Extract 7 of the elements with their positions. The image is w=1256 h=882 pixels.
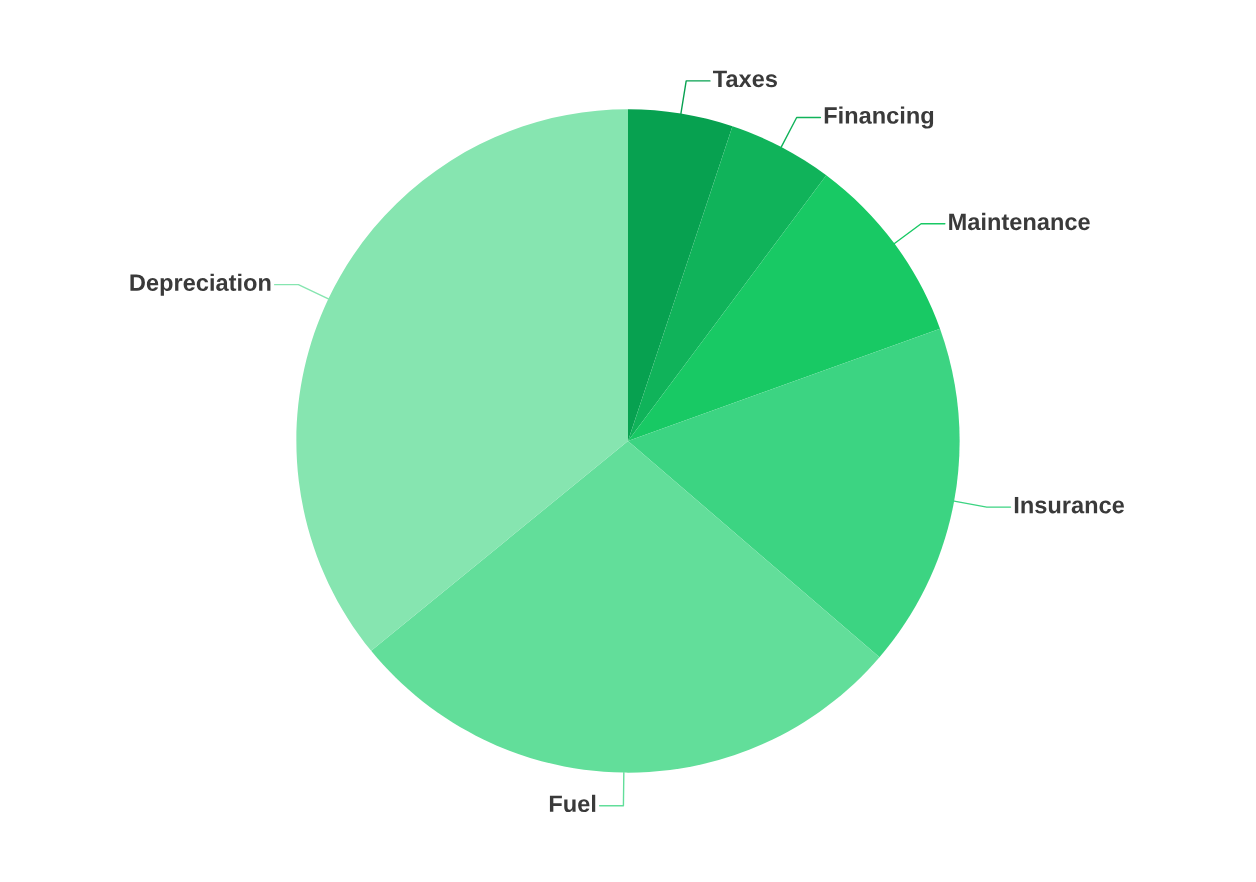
slice-label: Depreciation [130, 273, 271, 296]
slice-label: Taxes [712, 70, 777, 88]
slice-label: Financing [824, 106, 934, 129]
slice-label: Maintenance [949, 212, 1090, 231]
slice-label: Fuel [549, 794, 596, 813]
slice-label: Insurance [1014, 496, 1125, 514]
pie-slice [628, 175, 941, 441]
